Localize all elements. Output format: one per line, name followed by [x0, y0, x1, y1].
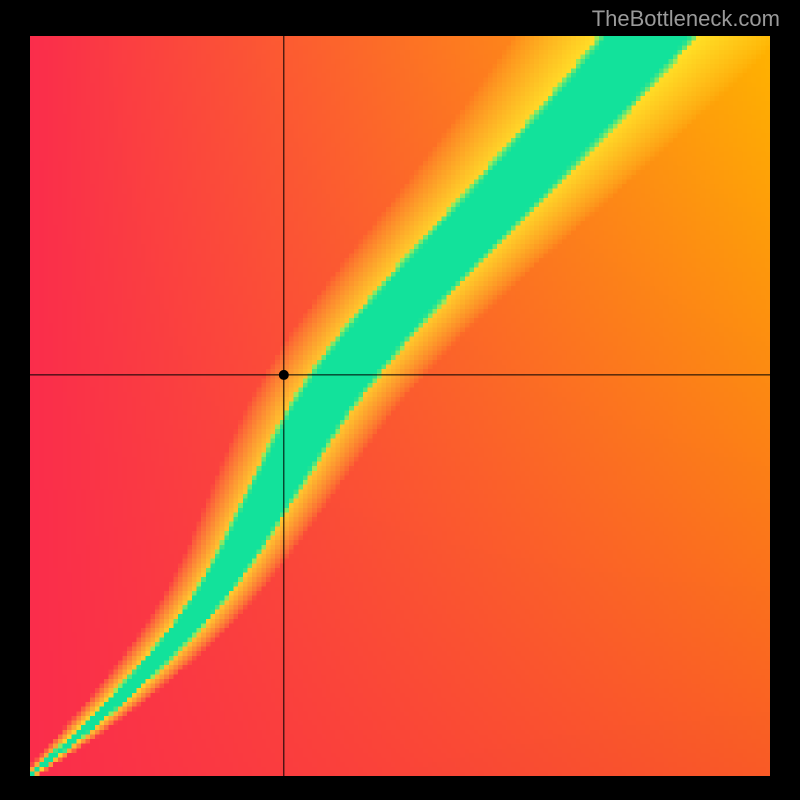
- watermark-text: TheBottleneck.com: [592, 6, 780, 32]
- heatmap-canvas: [30, 36, 770, 776]
- chart-frame: TheBottleneck.com: [0, 0, 800, 800]
- plot-area: [30, 36, 770, 776]
